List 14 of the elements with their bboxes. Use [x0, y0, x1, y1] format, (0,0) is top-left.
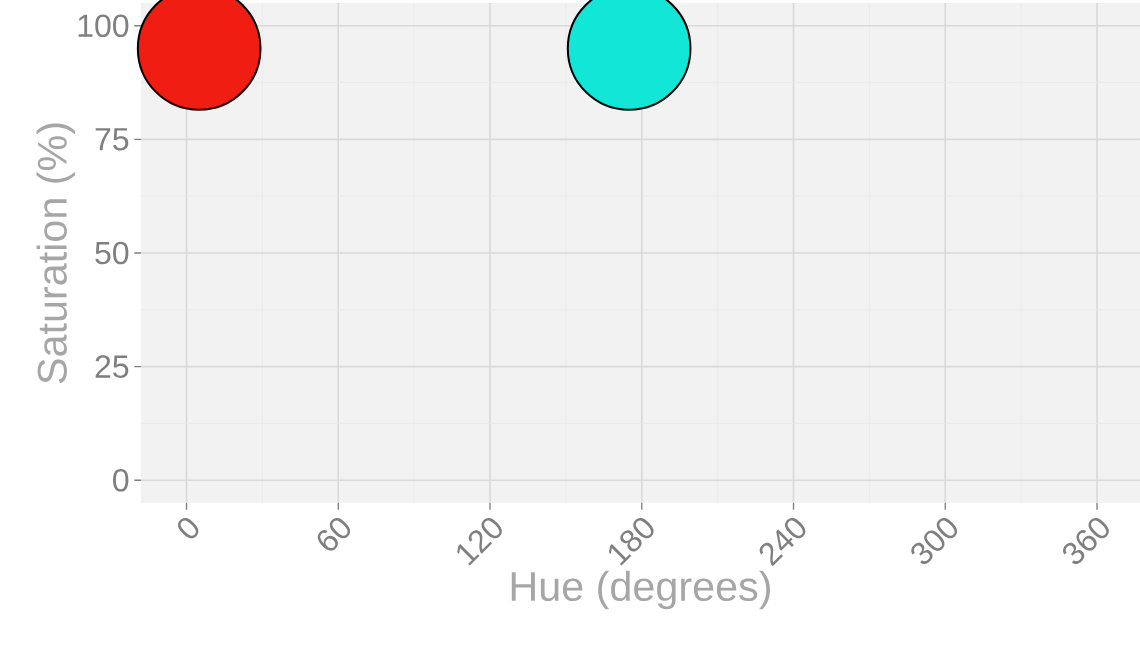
y-tick-label: 50: [95, 241, 129, 265]
x-tick-label: 300: [911, 517, 958, 565]
x-tick-label: 0: [178, 517, 199, 539]
y-tick-label: 100: [78, 14, 129, 38]
y-tick-label: 25: [95, 355, 129, 378]
x-tick-label: 120: [457, 517, 502, 566]
y-tick-label: 0: [113, 468, 129, 492]
x-tick-label: 240: [759, 517, 806, 567]
x-tick-label: 60: [317, 517, 351, 551]
x-tick-label: 180: [608, 517, 654, 566]
y-tick-label: 75: [95, 128, 129, 151]
x-axis-title: Hue (degrees): [511, 570, 770, 610]
y-axis-title: Saturation (%): [36, 123, 76, 384]
x-tick-label: 360: [1063, 517, 1109, 565]
